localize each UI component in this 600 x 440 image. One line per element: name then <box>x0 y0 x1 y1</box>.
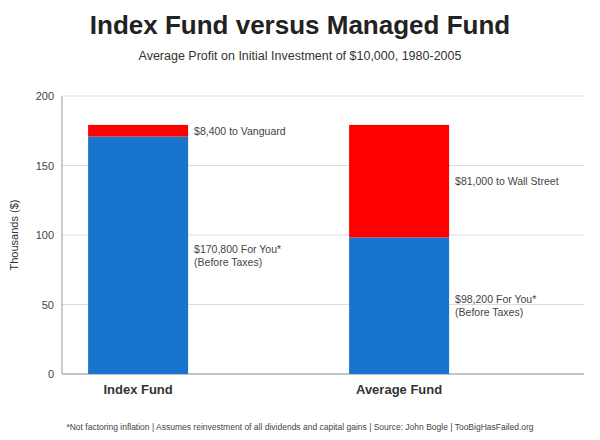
data-label-line: $8,400 to Vanguard <box>194 125 286 137</box>
y-tick-label: 0 <box>48 368 54 380</box>
footnote: *Not factoring inflation | Assumes reinv… <box>66 422 533 432</box>
y-tick-label: 100 <box>36 229 54 241</box>
grid-line <box>62 96 584 97</box>
data-label-line: $170,800 For You* <box>194 243 281 255</box>
page: {"chart_data": { "type": "bar", "stacked… <box>0 0 600 440</box>
data-label-line: $81,000 to Wall Street <box>455 175 559 187</box>
x-tick-label: Average Fund <box>356 382 442 397</box>
y-tick-label: 200 <box>36 90 54 102</box>
y-tick-label: 150 <box>36 160 54 172</box>
background <box>0 0 600 440</box>
chart: Index Fund versus Managed Fund Average Pr… <box>0 0 600 440</box>
data-label-line: $98,200 For You* <box>455 293 536 305</box>
data-label: $8,400 to Vanguard <box>194 125 286 137</box>
data-label-line: (Before Taxes) <box>194 256 262 268</box>
y-axis-line <box>62 96 63 374</box>
grid <box>62 96 584 374</box>
data-label: $81,000 to Wall Street <box>455 175 559 187</box>
bar-segment <box>349 125 449 238</box>
data-label: $170,800 For You*(Before Taxes) <box>194 243 281 268</box>
y-axis-label: Thousands ($) <box>8 200 20 271</box>
bar-segment <box>88 137 188 374</box>
data-label: $98,200 For You*(Before Taxes) <box>455 293 536 318</box>
y-tick-label: 50 <box>42 299 54 311</box>
x-tick-label: Index Fund <box>103 382 172 397</box>
title: Index Fund versus Managed Fund <box>90 10 510 40</box>
bars <box>88 125 449 374</box>
subtitle: Average Profit on Initial Investment of … <box>139 49 462 63</box>
bar-segment <box>349 238 449 374</box>
data-label-line: (Before Taxes) <box>455 306 523 318</box>
bar-segment <box>88 125 188 137</box>
data-labels: $170,800 For You*(Before Taxes)$98,200 F… <box>194 125 559 319</box>
